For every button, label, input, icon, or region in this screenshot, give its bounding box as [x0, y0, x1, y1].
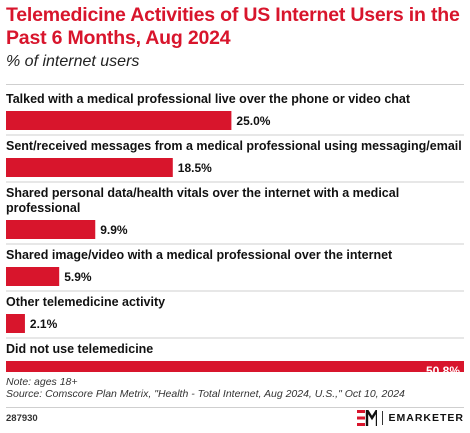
bar: [6, 158, 173, 177]
category-label: Sent/received messages from a medical pr…: [6, 139, 462, 153]
category-label: Shared personal data/health vitals over …: [6, 186, 399, 200]
source-text: Source: Comscore Plan Metrix, "Health - …: [6, 388, 405, 400]
brand-logo: EMARKETER: [357, 410, 464, 426]
chart-subtitle: % of internet users: [6, 53, 140, 70]
value-label: 9.9%: [100, 223, 128, 237]
value-label: 18.5%: [178, 161, 212, 175]
bar: [6, 361, 464, 372]
bar-chart: Talked with a medical professional live …: [6, 92, 464, 372]
category-label: Talked with a medical professional live …: [6, 92, 411, 106]
note-text: Note: ages 18+: [6, 376, 78, 388]
bar: [6, 111, 232, 130]
emarketer-logo-icon: [357, 410, 378, 426]
value-label: 2.1%: [30, 317, 58, 331]
brand-name: EMARKETER: [388, 412, 464, 424]
bar: [6, 267, 60, 286]
value-label: 50.8%: [426, 364, 460, 372]
value-label: 25.0%: [236, 114, 270, 128]
chart-title: Telemedicine Activities of US Internet U…: [6, 4, 460, 49]
category-label: Other telemedicine activity: [6, 295, 165, 309]
chart-notes: Note: ages 18+ Source: Comscore Plan Met…: [6, 376, 466, 400]
footer-divider: [6, 407, 464, 408]
category-label: Shared image/video with a medical profes…: [6, 248, 393, 262]
value-label: 5.9%: [64, 270, 92, 284]
brand-separator: [382, 411, 384, 425]
bar: [6, 314, 25, 333]
bar: [6, 220, 96, 239]
category-label: Did not use telemedicine: [6, 342, 153, 356]
category-label: professional: [6, 201, 80, 215]
top-divider: [6, 84, 464, 85]
chart-id: 287930: [6, 413, 38, 424]
